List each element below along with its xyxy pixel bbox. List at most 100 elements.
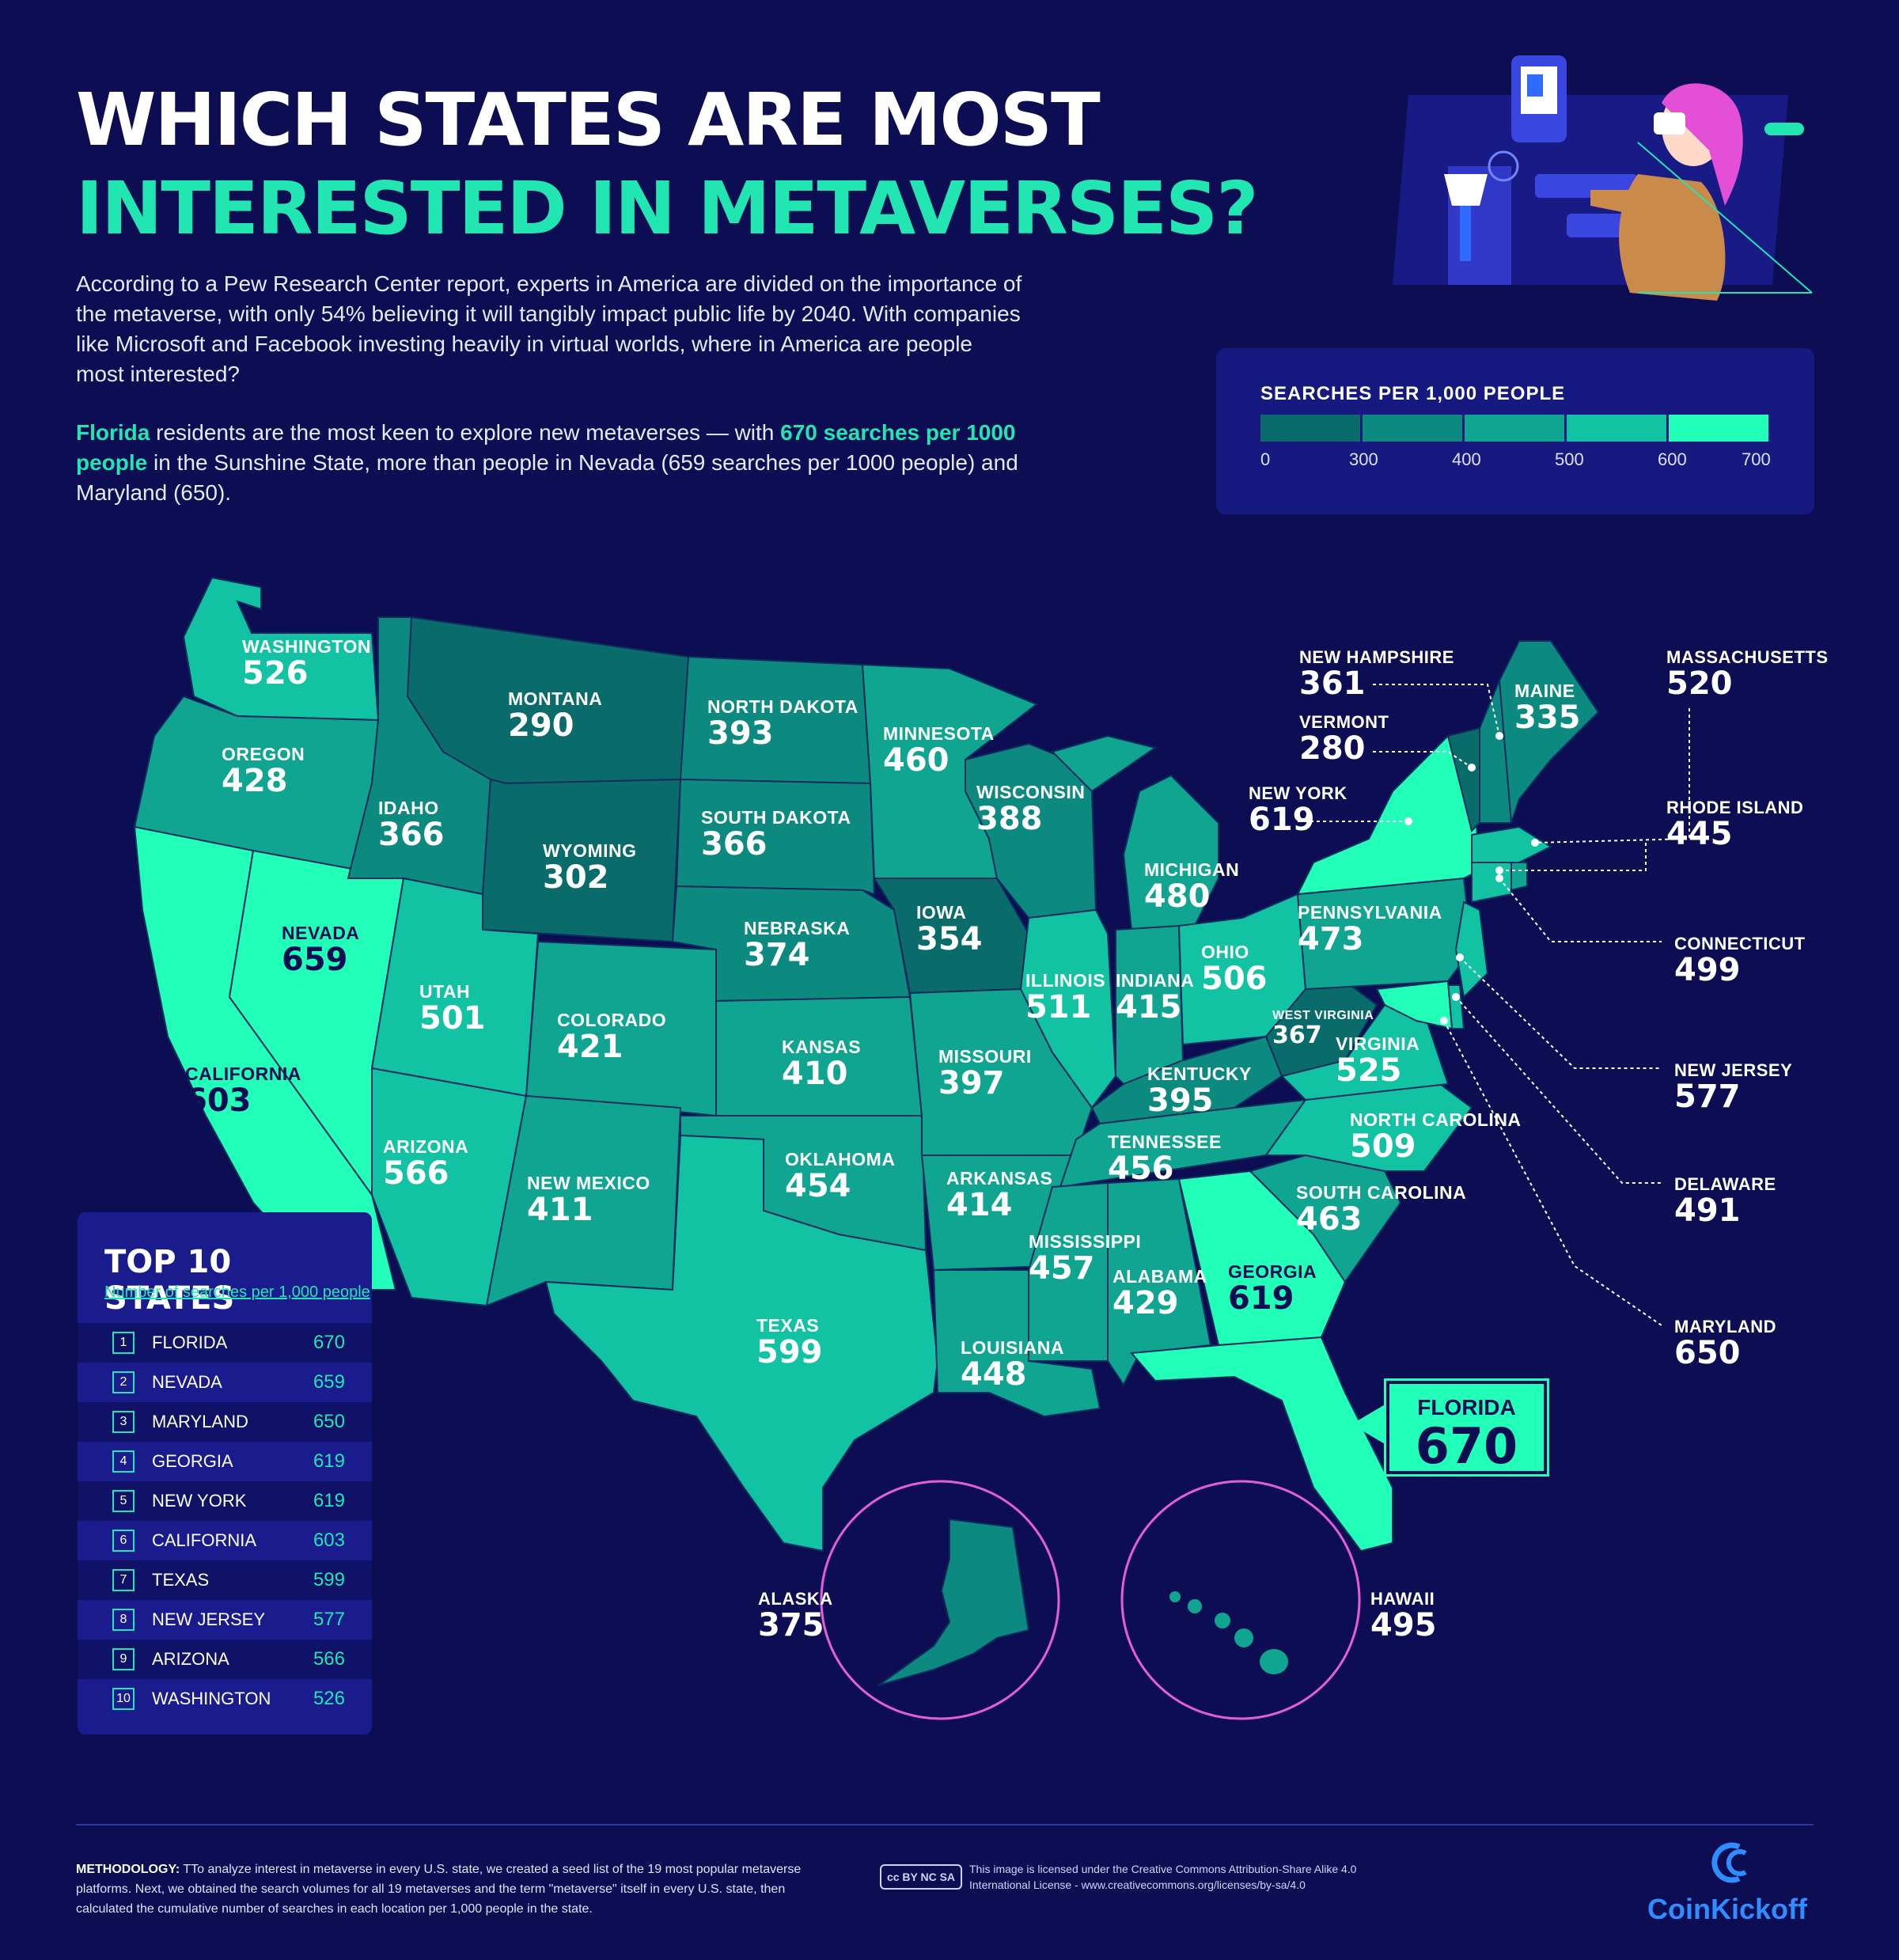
rank-badge: 5 [112,1490,135,1512]
list-item: 10 WASHINGTON 526 [78,1679,372,1719]
rank-badge: 10 [112,1688,135,1710]
label-colorado: COLORADO 421 [557,1010,667,1065]
leader-lines [1298,684,1690,1326]
label-alaska: ALASKA 375 [758,1589,833,1643]
rank-value: 619 [313,1490,345,1511]
intro-paragraph-2: Florida residents are the most keen to e… [76,418,1025,508]
legend-swatch-3 [1465,415,1564,442]
color-legend: SEARCHES PER 1,000 PEOPLE 0 300 400 500 … [1216,348,1814,514]
alaska-inset [820,1480,1060,1720]
label-oregon: OREGON 428 [222,744,305,799]
label-wisconsin: WISCONSIN 388 [976,782,1086,837]
leader-dots [1404,732,1539,1025]
rank-badge: 4 [112,1450,135,1473]
label-georgia: GEORGIA 619 [1228,1261,1317,1317]
label-texas: TEXAS 599 [756,1315,823,1370]
label-arkansas: ARKANSAS 414 [946,1168,1053,1223]
methodology-body: TTo analyze interest in metaverse in eve… [76,1863,802,1916]
label-kansas: KANSAS 410 [782,1037,862,1092]
rank-state: CALIFORNIA [152,1530,257,1550]
florida-callout-name: FLORIDA [1417,1395,1516,1420]
label-maryland: MARYLAND 650 [1674,1317,1777,1371]
label-delaware: DELAWARE 491 [1674,1174,1776,1229]
label-north-dakota: NORTH DAKOTA 393 [707,696,859,752]
label-arizona: ARIZONA 566 [383,1136,469,1192]
list-item: 5 NEW YORK 619 [78,1481,372,1521]
legend-swatch-5 [1669,415,1768,442]
legend-tick: 400 [1452,449,1481,469]
state-illinois [1019,908,1117,1109]
legend-tick: 500 [1555,449,1584,469]
label-wyoming: WYOMING 302 [543,840,637,896]
label-washington: WASHINGTON 526 [242,636,372,692]
state-mississippi [1028,1181,1109,1362]
footer-divider [76,1824,1814,1825]
label-new-jersey: NEW JERSEY 577 [1674,1060,1793,1115]
top10-panel: TOP 10 STATES Number of searches per 1,0… [78,1212,372,1734]
rank-state: NEW YORK [152,1491,247,1511]
rank-value: 670 [313,1332,345,1353]
label-california: CALIFORNIA 603 [185,1063,301,1119]
rank-badge: 3 [112,1411,135,1433]
intro-paragraph-1: According to a Pew Research Center repor… [76,271,1022,386]
state-alaska [877,1518,1030,1686]
list-item: 8 NEW JERSEY 577 [78,1600,372,1640]
rank-badge: 1 [112,1332,135,1354]
legend-swatch-2 [1363,415,1462,442]
intro-p2-text-2: in the Sunshine State, more than people … [76,450,1018,505]
highlight-florida: Florida [76,420,150,445]
list-item: 2 NEVADA 659 [78,1363,372,1402]
label-oklahoma: OKLAHOMA 454 [785,1149,896,1204]
label-new-york: NEW YORK 619 [1249,783,1347,838]
label-new-mexico: NEW MEXICO 411 [527,1173,650,1228]
label-virginia: VIRGINIA 525 [1336,1033,1420,1089]
rank-badge: 9 [112,1648,135,1670]
intro-text: According to a Pew Research Center repor… [76,269,1025,536]
state-maryland [1375,980,1454,1030]
rank-value: 659 [313,1371,345,1393]
label-north-carolina: NORTH CAROLINA 509 [1350,1109,1522,1165]
list-item: 4 GEORGIA 619 [78,1442,372,1481]
title-line-1: WHICH STATES ARE MOST [76,78,1101,162]
label-massachusetts: MASSACHUSETTS 520 [1666,647,1829,702]
label-utah: UTAH 501 [419,981,486,1037]
legend-title: SEARCHES PER 1,000 PEOPLE [1260,383,1566,404]
state-washington [182,576,380,722]
legend-tick: 0 [1260,449,1271,469]
rank-value: 599 [313,1569,345,1590]
legend-tick: 600 [1658,449,1687,469]
label-rhode-island: RHODE ISLAND 445 [1666,798,1804,852]
hawaii-inset [1120,1480,1361,1720]
rank-value: 577 [313,1609,345,1630]
list-item: 9 ARIZONA 566 [78,1640,372,1679]
label-south-carolina: SOUTH CAROLINA 463 [1296,1182,1467,1238]
label-illinois: ILLINOIS 511 [1025,970,1106,1025]
vr-illustration [1393,55,1813,301]
rank-state: WASHINGTON [152,1689,271,1708]
cc-license-badge: cc BY NC SA [880,1864,962,1890]
label-hawaii: HAWAII 495 [1370,1589,1437,1643]
legend-tick: 300 [1349,449,1378,469]
label-minnesota: MINNESOTA 460 [883,723,995,779]
rank-state: TEXAS [152,1570,210,1590]
rank-value: 619 [313,1450,345,1472]
state-michigan [1051,734,1219,931]
page-title: WHICH STATES ARE MOST INTERESTED IN META… [76,76,1259,253]
top10-list: 1 FLORIDA 670 2 NEVADA 659 3 MARYLAND 650 4 GEO… [78,1323,372,1719]
label-mississippi: MISSISSIPPI 457 [1029,1231,1142,1287]
label-idaho: IDAHO 366 [378,798,445,853]
rank-badge: 6 [112,1530,135,1552]
license-text: This image is licensed under the Creativ… [969,1863,1357,1891]
state-florida [1129,1336,1393,1552]
label-montana: MONTANA 290 [508,688,603,744]
label-kentucky: KENTUCKY 395 [1147,1063,1252,1119]
state-arizona [371,1067,528,1307]
state-connecticut [1471,862,1512,904]
list-item: 3 MARYLAND 650 [78,1402,372,1442]
highlight-searches: 670 searches per 1000 people [76,420,1016,475]
rank-value: 603 [313,1530,345,1551]
label-nevada: NEVADA 659 [282,923,360,978]
list-item: 6 CALIFORNIA 603 [78,1521,372,1560]
state-new-jersey [1454,900,1489,999]
legend-swatch-4 [1567,415,1666,442]
